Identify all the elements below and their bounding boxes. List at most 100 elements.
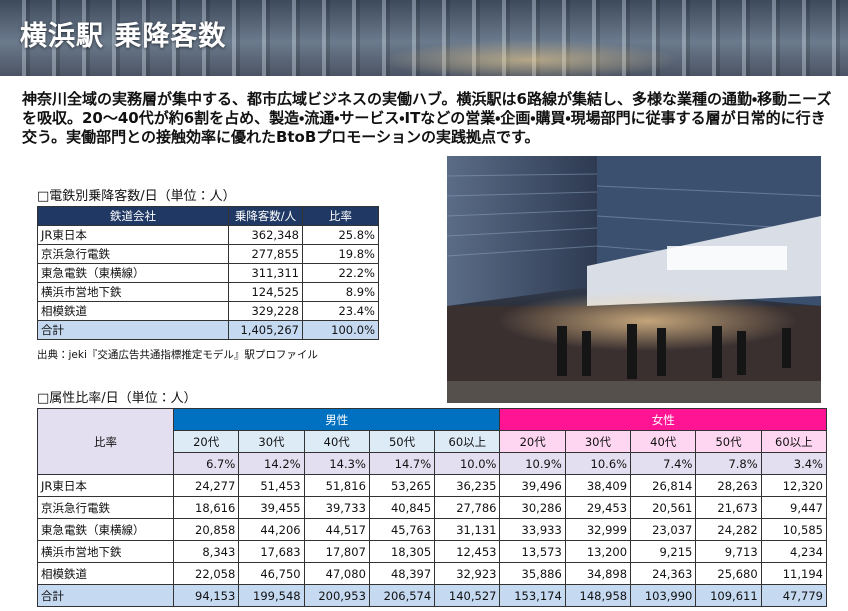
cell: 17,807 bbox=[303, 540, 370, 563]
cell: 23.4% bbox=[302, 301, 379, 321]
cell: 24,277 bbox=[172, 474, 240, 497]
attribute-body: 比率 男性 女性 20代 30代 40代 50代 60以上 20代 30代 40代 50代 60以上 6.… bbox=[37, 408, 827, 607]
cell: 199,548 bbox=[238, 584, 305, 607]
cell: 44,517 bbox=[303, 518, 370, 541]
ratio-row: 6.7% 14.2% 14.3% 14.7% 10.0% 10.9% 10.6% 7.4% 7.… bbox=[38, 452, 827, 475]
cell: 24,363 bbox=[630, 562, 697, 585]
cell: 35,886 bbox=[499, 562, 566, 585]
header-row: 鉄道会社 乗降客数/人 比率 bbox=[37, 206, 379, 226]
cell: 8,343 bbox=[172, 540, 240, 563]
cell: 21,673 bbox=[695, 496, 762, 519]
ratio-cell: 14.2% bbox=[238, 452, 305, 475]
cell: 17,683 bbox=[238, 540, 305, 563]
cell: 25.8% bbox=[302, 225, 379, 245]
cell: 25,680 bbox=[695, 562, 762, 585]
cell: 44,206 bbox=[238, 518, 305, 541]
cell: 18,616 bbox=[172, 496, 240, 519]
cell: 12,453 bbox=[434, 540, 501, 563]
source-note: 出典：jeki『交通広告共通指標推定モデル』駅プロファイル bbox=[37, 349, 318, 361]
cell: 140,527 bbox=[434, 584, 501, 607]
cell: 9,713 bbox=[695, 540, 762, 563]
table-row: 東急電鉄（東横線） 20,858 44,206 44,517 45,763 31,131 3… bbox=[37, 518, 827, 541]
cell: 26,814 bbox=[630, 474, 697, 497]
row-label: 京浜急行電鉄 bbox=[37, 496, 174, 519]
ratio-cell: 7.4% bbox=[630, 452, 697, 475]
row-label: 横浜市営地下鉄 bbox=[37, 540, 174, 563]
cell: 48,397 bbox=[368, 562, 436, 585]
group-row: 比率 男性 女性 bbox=[37, 408, 827, 475]
ratio-cell: 10.6% bbox=[564, 452, 632, 475]
cell: 22.2% bbox=[302, 263, 379, 283]
row-label: 東急電鉄（東横線） bbox=[37, 263, 229, 283]
cell: 109,611 bbox=[695, 584, 762, 607]
group-header: 男性 bbox=[172, 408, 501, 431]
intro-text: 神奈川全域の実務層が集中する、都市広域ビジネスの実働ハブ。横浜駅は6路線が集結し… bbox=[22, 90, 832, 146]
cell: 30,286 bbox=[499, 496, 566, 519]
cell: 11,194 bbox=[760, 562, 827, 585]
page-title: 横浜駅 乗降客数 bbox=[20, 21, 227, 52]
age-header: 50代 bbox=[368, 430, 436, 453]
cell: 200,953 bbox=[303, 584, 370, 607]
cell: 46,750 bbox=[238, 562, 305, 585]
cell: 94,153 bbox=[172, 584, 240, 607]
pedestrians bbox=[557, 324, 791, 379]
age-header: 40代 bbox=[303, 430, 370, 453]
row-label: 相模鉄道 bbox=[37, 301, 229, 321]
table-row: 合計 94,153 199,548 200,953 206,574 140,527 153,… bbox=[37, 584, 827, 607]
cell: 103,990 bbox=[630, 584, 697, 607]
cell: 13,200 bbox=[564, 540, 632, 563]
cell: 362,348 bbox=[228, 225, 303, 245]
cell: 40,845 bbox=[368, 496, 436, 519]
age-header: 20代 bbox=[499, 430, 566, 453]
table-row: 京浜急行電鉄 277,855 19.8% bbox=[37, 244, 379, 264]
cell: 9,215 bbox=[630, 540, 697, 563]
table-row: JR東日本 362,348 25.8% bbox=[37, 225, 379, 245]
cell: 153,174 bbox=[499, 584, 566, 607]
cell: 148,958 bbox=[564, 584, 632, 607]
header-banner bbox=[0, 0, 848, 76]
cell: 20,561 bbox=[630, 496, 697, 519]
cell: 53,265 bbox=[368, 474, 436, 497]
cell: 31,131 bbox=[434, 518, 501, 541]
cell: 12,320 bbox=[760, 474, 827, 497]
cell: 8.9% bbox=[302, 282, 379, 302]
table-row: 相模鉄道 329,228 23.4% bbox=[37, 301, 379, 321]
cell: 13,573 bbox=[499, 540, 566, 563]
pavement bbox=[447, 381, 821, 403]
table-row: 横浜市営地下鉄 124,525 8.9% bbox=[37, 282, 379, 302]
row-label: JR東日本 bbox=[37, 474, 174, 497]
cell: 36,235 bbox=[434, 474, 501, 497]
group-header: 女性 bbox=[499, 408, 827, 431]
age-header: 20代 bbox=[172, 430, 240, 453]
attribute-table: 比率 男性 女性 20代 30代 40代 50代 60以上 20代 30代 40代 50代 60以上 6.… bbox=[37, 408, 827, 607]
age-header: 60以上 bbox=[760, 430, 827, 453]
cell: 28,263 bbox=[695, 474, 762, 497]
ratio-cell: 14.7% bbox=[368, 452, 436, 475]
banner-light bbox=[380, 40, 680, 76]
cell: 1,405,267 bbox=[228, 320, 303, 340]
cell: 18,305 bbox=[368, 540, 436, 563]
lights bbox=[497, 291, 797, 351]
cell: 100.0% bbox=[302, 320, 379, 340]
age-header: 40代 bbox=[630, 430, 697, 453]
cell: 10,585 bbox=[760, 518, 827, 541]
cell: 19.8% bbox=[302, 244, 379, 264]
table-row: 合計 1,405,267 100.0% bbox=[37, 320, 379, 340]
ridership-body: 鉄道会社 乗降客数/人 比率 JR東日本 362,348 25.8% 京浜急行電鉄 277,8… bbox=[37, 206, 379, 340]
age-header: 60以上 bbox=[434, 430, 501, 453]
cell: 27,786 bbox=[434, 496, 501, 519]
cell: 206,574 bbox=[368, 584, 436, 607]
row-label: 横浜市営地下鉄 bbox=[37, 282, 229, 302]
ratio-cell: 6.7% bbox=[172, 452, 240, 475]
age-header: 30代 bbox=[564, 430, 632, 453]
station-sign bbox=[667, 246, 787, 270]
cell: 329,228 bbox=[228, 301, 303, 321]
cell: 34,898 bbox=[564, 562, 632, 585]
row-label: 相模鉄道 bbox=[37, 562, 174, 585]
table-row: 相模鉄道 22,058 46,750 47,080 48,397 32,923 35,886… bbox=[37, 562, 827, 585]
cell: 4,234 bbox=[760, 540, 827, 563]
cell: 20,858 bbox=[172, 518, 240, 541]
table1-title: □電鉄別乗降客数/日（単位：人） bbox=[37, 189, 236, 204]
